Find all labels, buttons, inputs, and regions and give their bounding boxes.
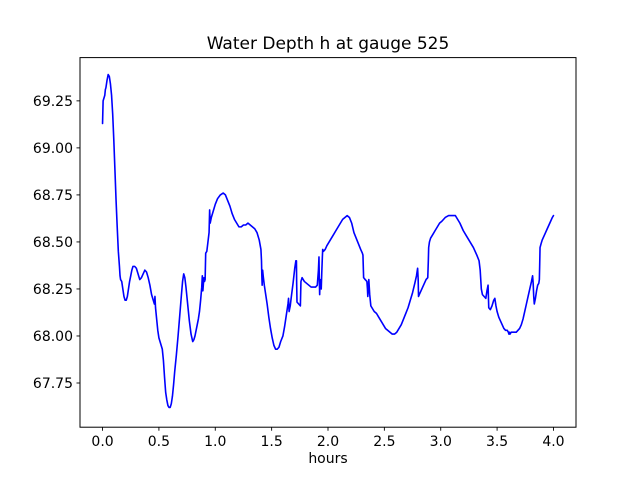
x-tick-label: 3.0 [430, 434, 452, 450]
x-tick-label: 3.5 [486, 434, 508, 450]
x-tick-label: 0.0 [91, 434, 113, 450]
x-tick-label: 1.0 [204, 434, 226, 450]
data-line [101, 73, 555, 409]
x-tick-label: 0.5 [148, 434, 170, 450]
y-tick-label: 68.75 [33, 188, 73, 204]
y-tick-label: 68.00 [33, 329, 73, 345]
y-tick-label: 68.50 [33, 235, 73, 251]
x-tick-label: 2.0 [317, 434, 339, 450]
x-tick-label: 4.0 [542, 434, 564, 450]
y-tick-label: 69.00 [33, 141, 73, 157]
plot-area: 0.0 0.5 1.0 1.5 2.0 2.5 3.0 3.5 4.0 67.75 68.00 68.… [33, 57, 577, 450]
chart-title: Water Depth h at gauge 525 [207, 34, 450, 54]
x-tick-label: 2.5 [373, 434, 395, 450]
y-tick-label: 68.25 [33, 282, 73, 298]
y-tick-label: 67.75 [33, 376, 73, 392]
y-tick-label: 69.25 [33, 94, 73, 110]
x-axis-label: hours [308, 451, 347, 467]
x-tick-label: 1.5 [261, 434, 283, 450]
